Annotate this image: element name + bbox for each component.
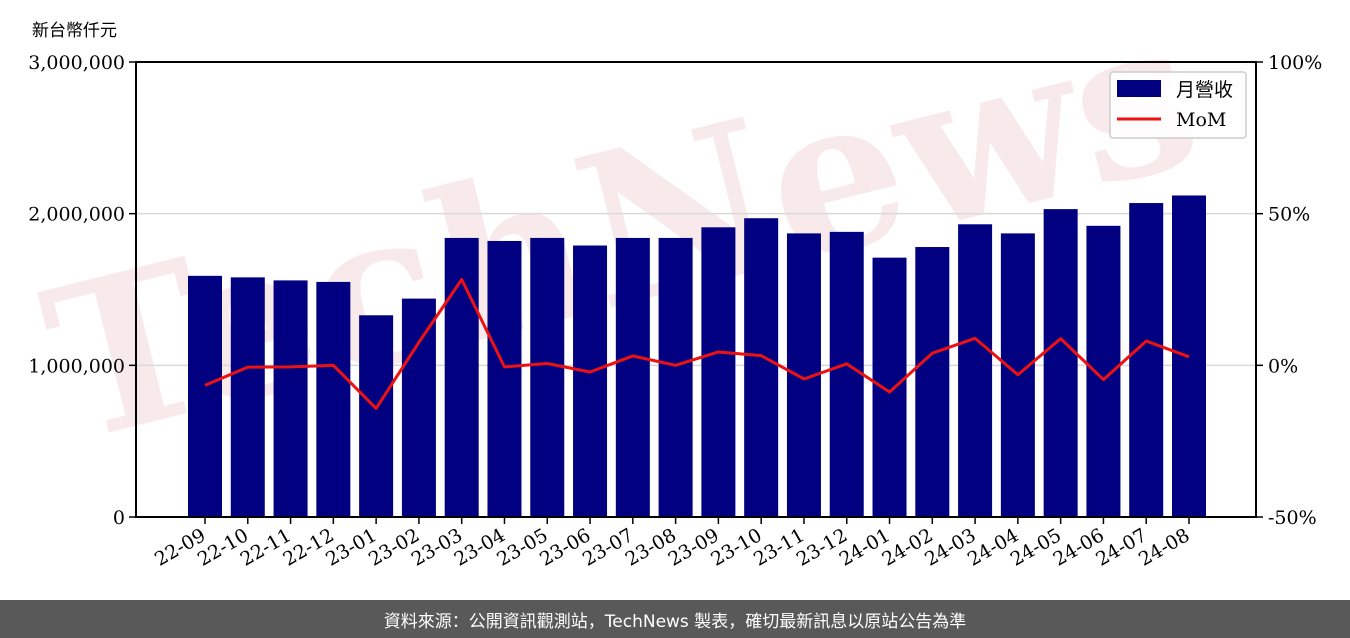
y-left-tick-label: 0 xyxy=(113,507,125,529)
legend-bar-swatch xyxy=(1117,80,1161,97)
revenue-bar xyxy=(915,247,950,518)
mom-line xyxy=(204,277,1190,410)
y-left-ticks: 0 1,000,000 2,000,000 3,000,000 xyxy=(28,52,136,529)
y-right-tick-label: -50% xyxy=(1268,507,1317,529)
x-ticks: 22-0922-1022-1122-1223-0123-0223-0323-04… xyxy=(151,517,1194,571)
revenue-bar xyxy=(1086,225,1121,518)
plot-frame xyxy=(135,61,1257,518)
revenue-bar xyxy=(487,240,522,517)
revenue-bar xyxy=(829,231,864,517)
y-right-tick-label: 0% xyxy=(1268,355,1298,377)
bar-series xyxy=(188,195,1206,518)
legend: 月營收 MoM xyxy=(1109,71,1247,139)
revenue-bar xyxy=(230,277,265,517)
y-left-tick-label: 3,000,000 xyxy=(28,52,125,74)
x-tick-label: 24-08 xyxy=(1135,524,1193,570)
y-left-tick-label: 1,000,000 xyxy=(28,355,125,377)
revenue-bar xyxy=(615,237,650,517)
revenue-bar xyxy=(872,257,907,517)
revenue-bar xyxy=(744,218,779,517)
legend-line-label: MoM xyxy=(1176,109,1226,131)
mom-line-series xyxy=(204,277,1190,410)
revenue-bar xyxy=(359,315,394,517)
revenue-bar xyxy=(444,237,479,517)
y-left-tick-label: 2,000,000 xyxy=(28,204,125,226)
plot-border xyxy=(135,61,1257,518)
revenue-bar xyxy=(316,281,351,517)
source-footer: 資料來源：公開資訊觀測站，TechNews 製表，確切最新訊息以原站公告為準 xyxy=(0,600,1350,638)
revenue-bar xyxy=(188,275,222,517)
y-right-tick-label: 100% xyxy=(1268,52,1322,74)
revenue-bar xyxy=(658,237,693,517)
y-right-ticks: -50% 0% 50% 100% xyxy=(1256,52,1322,529)
revenue-bar xyxy=(1129,203,1164,518)
revenue-bar xyxy=(1043,209,1078,517)
revenue-bar xyxy=(530,237,565,517)
y-right-tick-label: 50% xyxy=(1268,204,1310,226)
revenue-bar xyxy=(273,280,308,517)
revenue-bar xyxy=(958,224,993,518)
y-axis-unit-label: 新台幣仟元 xyxy=(32,21,117,41)
revenue-bar xyxy=(573,245,608,517)
revenue-bar xyxy=(701,227,736,518)
legend-bar-label: 月營收 xyxy=(1176,79,1233,101)
revenue-bar xyxy=(401,298,436,517)
